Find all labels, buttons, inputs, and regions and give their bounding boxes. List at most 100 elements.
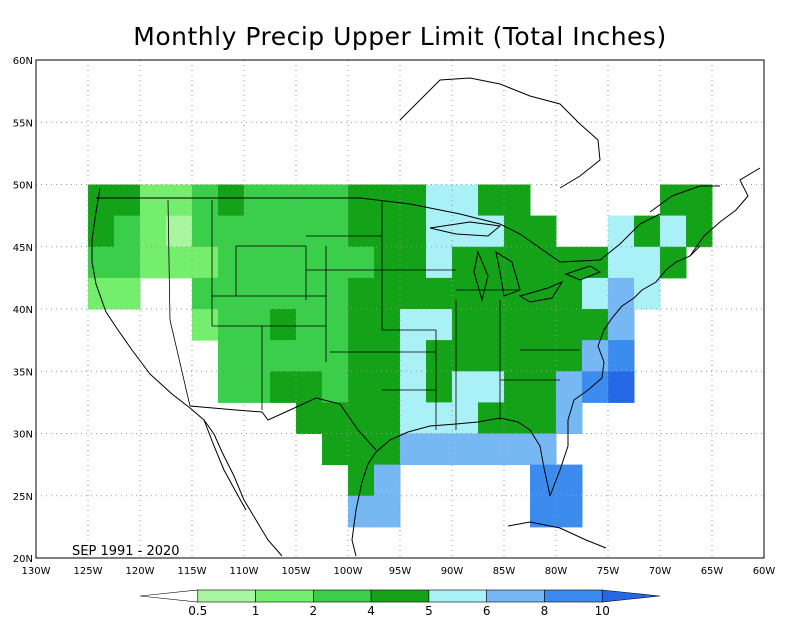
precip-cell [478,309,505,341]
precip-cell [530,246,557,279]
precip-cell [218,277,245,310]
lat-tick-label: 55N [13,118,33,129]
precip-cell [374,215,401,248]
precip-cell [426,215,453,248]
precip-cell [374,402,401,434]
map-title: Monthly Precip Upper Limit (Total Inches… [133,22,667,51]
precip-cell [218,340,245,372]
precip-cell [140,246,167,279]
precip-cell [348,309,375,341]
precip-cell [296,277,323,310]
precip-cell [218,371,245,403]
precip-cell [322,246,349,279]
mexico-gulf-coast [351,481,363,557]
precip-cell [504,402,531,434]
legend-swatch [255,589,314,603]
precip-cell [218,246,245,279]
legend-label: 0.5 [188,604,207,618]
precip-cell [322,433,349,466]
precip-cell [504,184,531,217]
hudson-bay-coast [399,77,601,189]
precip-cell [452,433,479,466]
precip-cell [322,371,349,403]
precip-cell [426,371,453,403]
precip-cell [504,371,531,403]
lat-tick-label: 20N [13,554,33,565]
precip-cell [504,277,531,310]
precip-cell [218,184,245,217]
us-mexico-border [189,397,377,451]
lon-tick-label: 70W [649,566,672,577]
legend-label: 8 [541,604,549,618]
lon-tick-label: 130W [22,566,51,577]
precip-cell [556,246,583,279]
precip-cell [400,215,427,248]
precip-cell [270,215,297,248]
precip-cell [322,340,349,372]
precip-cell [348,184,375,217]
precip-cell [400,371,427,403]
lon-tick-label: 95W [389,566,412,577]
precip-cell [374,246,401,279]
precip-cell [426,402,453,434]
precip-cell [192,309,219,341]
precip-cell [348,277,375,310]
precip-cell [530,402,557,434]
legend-swatch [370,589,430,603]
precip-cell [530,371,557,403]
gulf-coast [361,417,551,497]
precip-cell [166,215,193,248]
precip-cell [660,246,687,279]
precip-cell [244,371,271,403]
precip-cell [296,309,323,341]
precip-cell [192,246,219,279]
precip-cell [270,340,297,372]
precip-cell [140,215,167,248]
precip-cell [530,277,557,310]
precip-cell [426,309,453,341]
precip-cell [400,402,427,434]
precip-cell [452,340,479,372]
legend-label: 6 [483,604,491,618]
precip-cell [452,309,479,341]
precip-cell [504,309,531,341]
us-canada-border [96,197,661,263]
precip-cell [192,277,219,310]
precip-cell [608,340,635,372]
precip-cell [270,309,297,341]
precip-cell [322,215,349,248]
legend-swatch [197,589,256,603]
precip-cell [400,340,427,372]
color-legend: 0.5 1 2 4 5 6 8 10 [139,589,661,618]
period-label: SEP 1991 - 2020 [72,544,180,559]
precip-cell [556,340,583,372]
lon-tick-label: 85W [493,566,516,577]
precip-cell [296,402,323,434]
precip-cell [348,246,375,279]
lon-tick-label: 80W [545,566,568,577]
precip-cell [166,184,193,217]
legend-swatch [313,589,372,603]
precip-cell [374,464,401,497]
precip-cell [348,495,375,528]
precip-cell [244,340,271,372]
legend-label: 5 [425,604,433,618]
precip-cell [478,277,505,310]
legend-swatch [544,589,603,603]
map-frame [35,59,765,559]
precip-cell [504,246,531,279]
precip-cell [582,277,609,310]
lat-tick-label: 25N [13,492,33,503]
precip-cell [452,402,479,434]
precip-cell [322,184,349,217]
precip-cell [348,464,375,497]
precip-cell [322,309,349,341]
legend-swatch [139,589,199,603]
precip-cell [478,184,505,217]
precip-cell [348,433,375,466]
precip-cell [634,246,661,279]
precip-cell [374,433,401,466]
precip-cell [426,246,453,279]
precip-cell [374,277,401,310]
